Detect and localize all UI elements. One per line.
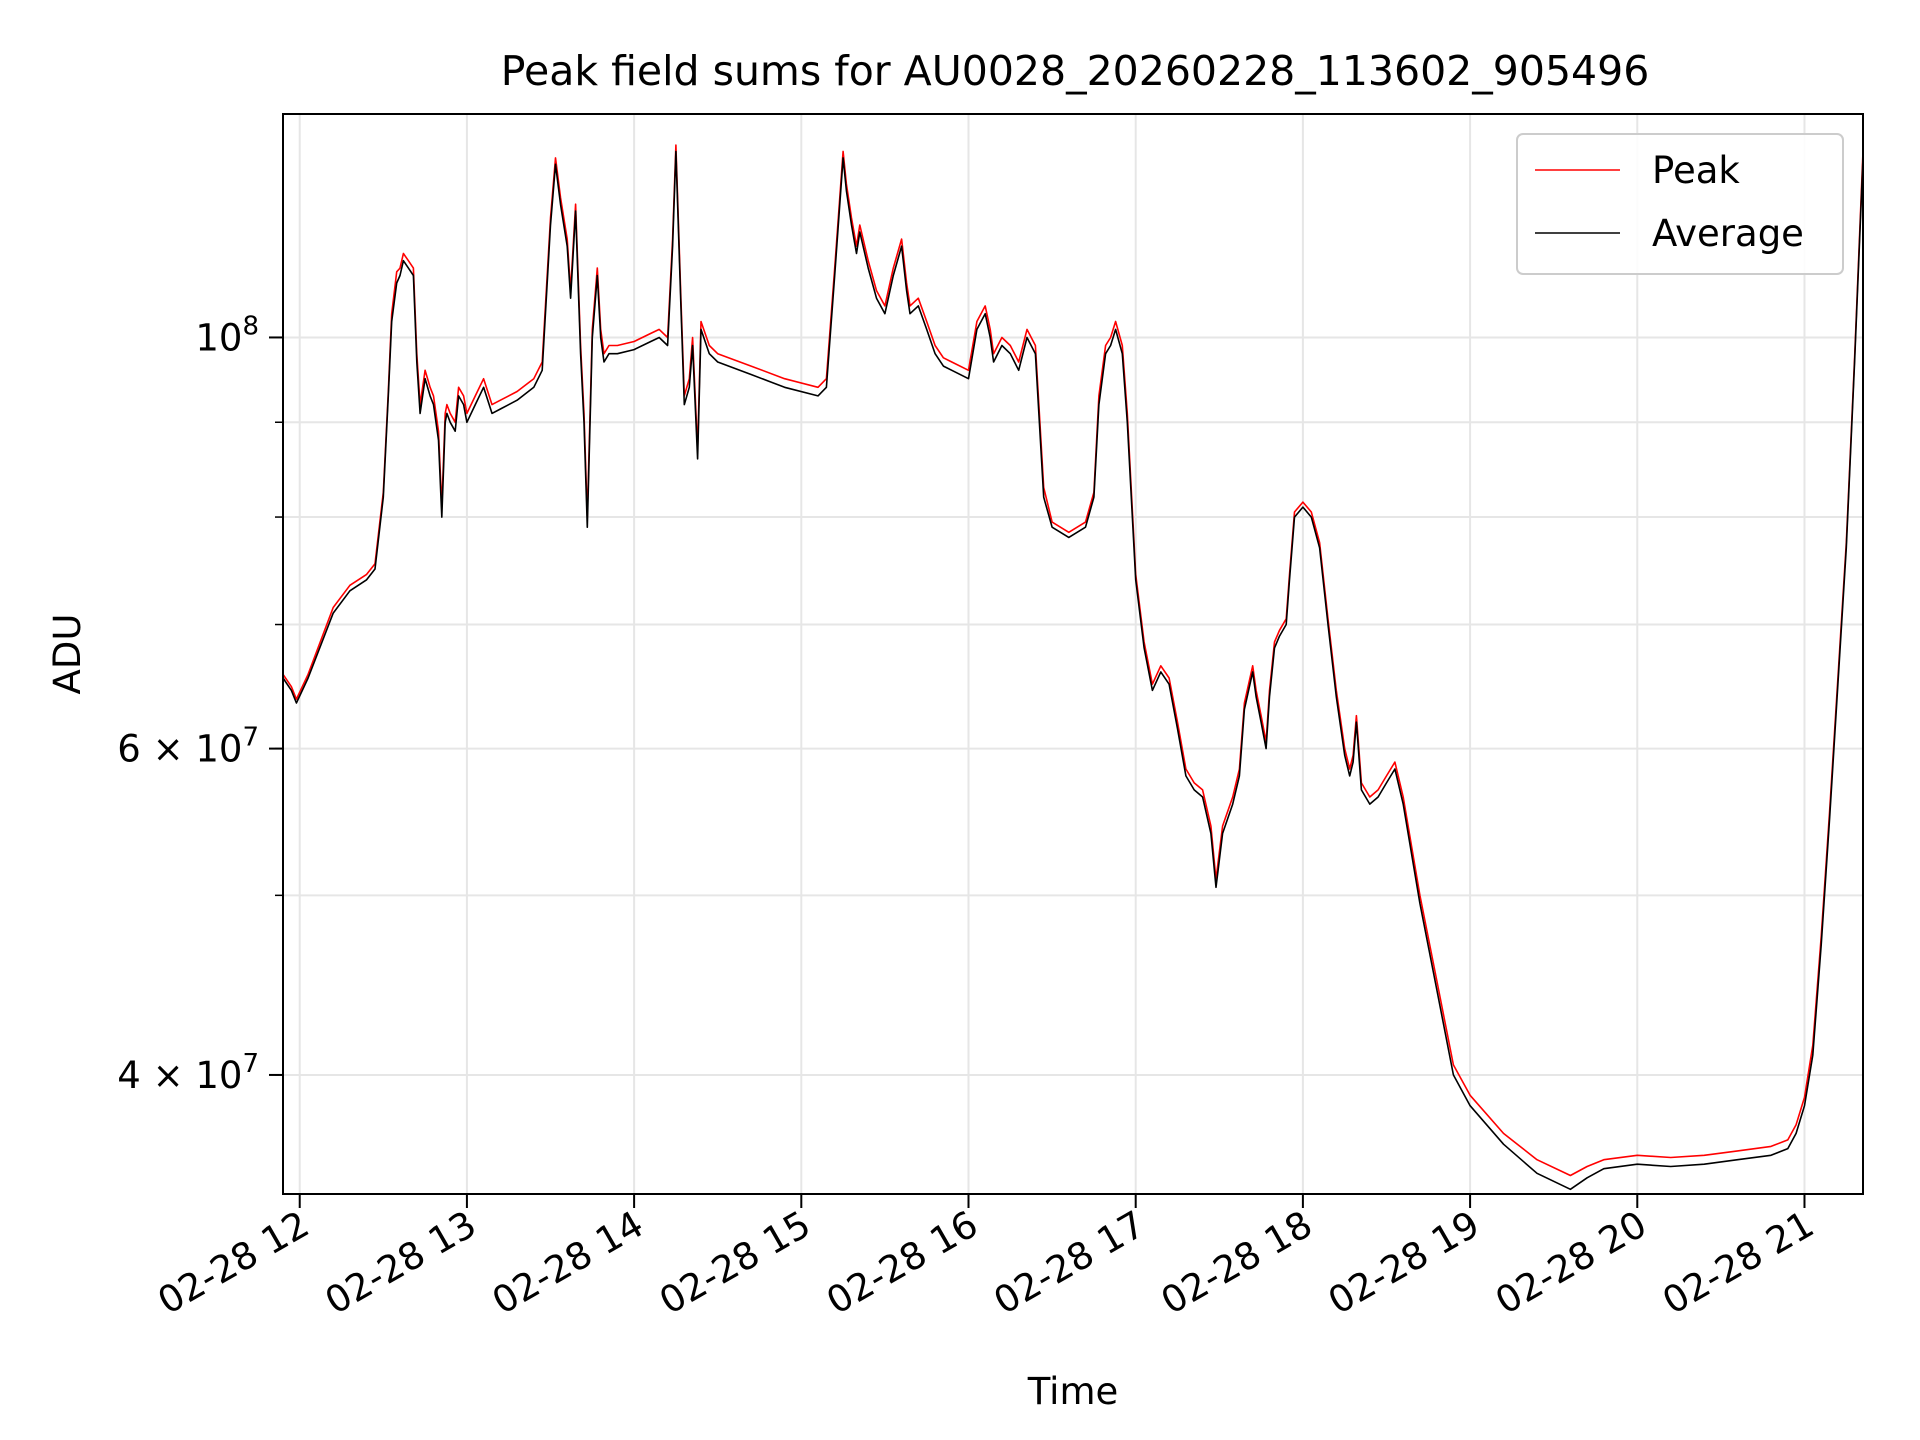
series-line-average [282, 150, 1864, 1191]
y-tick-label: 108 [195, 311, 259, 359]
y-tick-label: 4 × 107 [117, 1049, 259, 1097]
x-axis-label: Time [1027, 1370, 1119, 1413]
y-axis: 108 6 × 107 4 × 107 [117, 311, 283, 1097]
series-line-peak [282, 144, 1864, 1177]
chart-title: Peak field sums for AU0028_20260228_1136… [501, 47, 1650, 95]
legend: Peak Average [1516, 133, 1844, 275]
legend-label-average: Average [1652, 212, 1804, 255]
legend-label-peak: Peak [1652, 149, 1740, 192]
grid [283, 114, 1863, 1194]
y-axis-label: ADU [46, 614, 89, 695]
series-layer [282, 144, 1864, 1191]
y-tick-label: 6 × 107 [117, 723, 259, 771]
legend-box [1516, 133, 1844, 275]
plot-frame [282, 113, 1864, 1195]
